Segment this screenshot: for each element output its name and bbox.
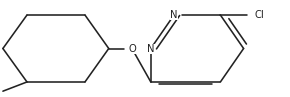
Text: N: N [170,10,178,20]
Text: Cl: Cl [255,10,265,20]
Text: O: O [128,43,136,54]
Text: N: N [147,43,155,54]
